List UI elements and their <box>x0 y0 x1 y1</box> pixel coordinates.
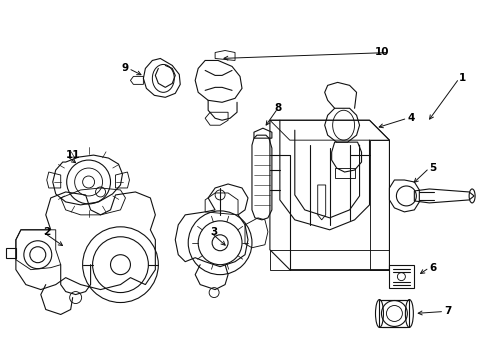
Text: 11: 11 <box>65 150 80 160</box>
Text: 6: 6 <box>428 263 436 273</box>
Text: 1: 1 <box>458 73 466 84</box>
Text: 3: 3 <box>210 227 217 237</box>
Text: 10: 10 <box>374 48 388 58</box>
Text: 2: 2 <box>42 227 50 237</box>
Text: 9: 9 <box>121 63 128 73</box>
Text: 4: 4 <box>407 113 414 123</box>
Text: 5: 5 <box>428 163 436 173</box>
Text: 7: 7 <box>443 306 451 316</box>
Text: 8: 8 <box>274 103 281 113</box>
